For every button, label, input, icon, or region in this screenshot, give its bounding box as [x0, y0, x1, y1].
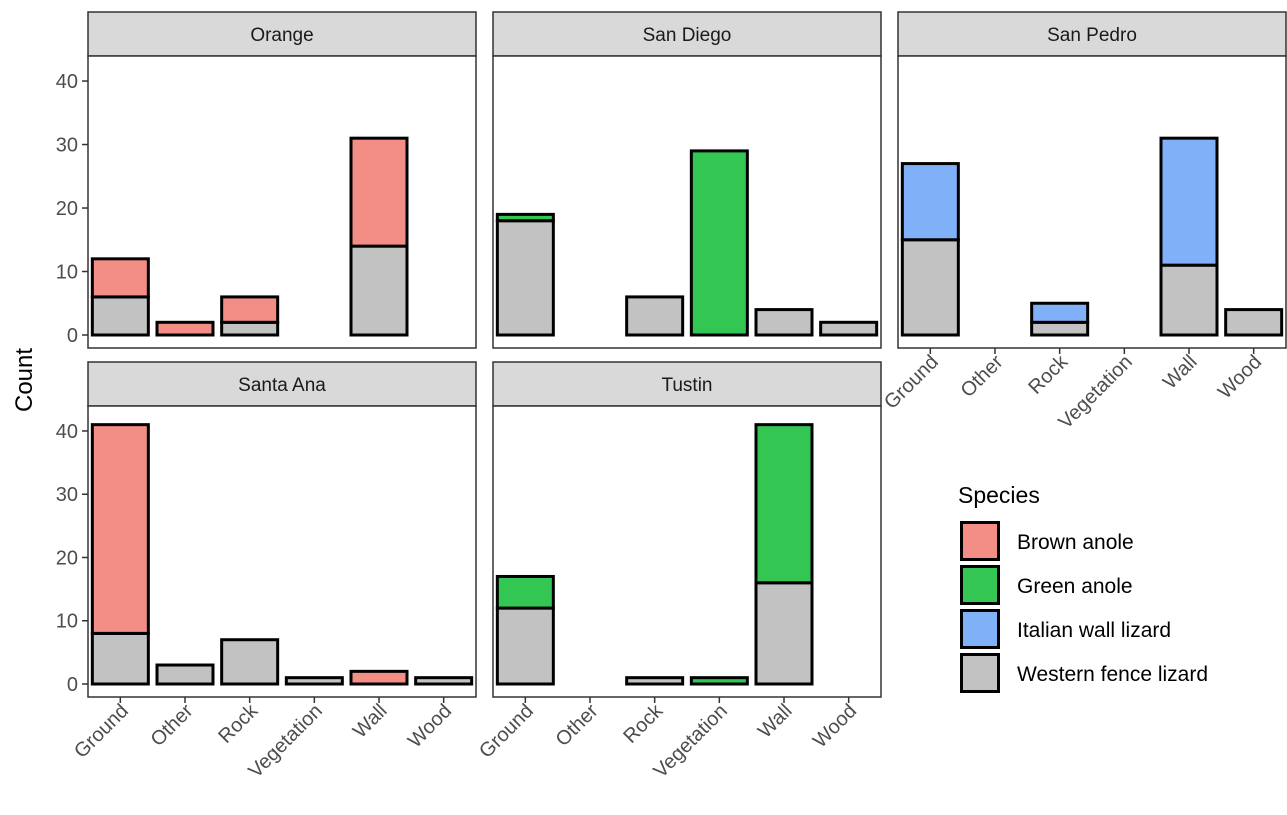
- bar-segment: [754, 423, 814, 585]
- bar-segment: [495, 219, 555, 337]
- facet-strip: [492, 11, 882, 57]
- x-tick-label: Wall: [754, 700, 797, 743]
- legend-swatch: [960, 521, 1000, 561]
- bar-segment: [90, 295, 150, 337]
- bar-segment: [284, 676, 344, 686]
- legend-label: Italian wall lizard: [1017, 619, 1171, 642]
- x-tick-label: Wood: [1214, 351, 1266, 403]
- y-tick-label: 30: [56, 135, 78, 157]
- bar-segment: [1224, 308, 1284, 337]
- legend-swatch: [960, 565, 1000, 605]
- y-axis-title: Count: [11, 348, 38, 412]
- legend-swatch: [960, 609, 1000, 649]
- bar-segment: [625, 676, 685, 686]
- bar-segment: [495, 212, 555, 223]
- legend-label: Brown anole: [1017, 531, 1134, 554]
- bar-segment: [495, 606, 555, 686]
- y-tick-label: 20: [56, 547, 78, 569]
- legend-label: Green anole: [1017, 575, 1133, 598]
- bar-segment: [90, 423, 150, 635]
- bar-segment: [220, 295, 280, 324]
- panel-border: [87, 405, 477, 698]
- bar-segment: [754, 308, 814, 337]
- bar-segment: [625, 295, 685, 337]
- y-tick-label: 0: [67, 674, 78, 696]
- legend-title: Species: [958, 482, 1040, 508]
- bar-segment: [349, 669, 409, 686]
- x-tick-label: Ground: [475, 700, 538, 763]
- facet-strip: [87, 11, 477, 57]
- legend-items: Brown anole Green anole Italian wall lizar…: [960, 521, 1208, 693]
- bar-segment: [414, 676, 474, 686]
- bar-segment: [349, 136, 409, 248]
- x-tick-label: Ground: [880, 351, 943, 414]
- panel-border: [87, 55, 477, 349]
- legend-swatch: [960, 653, 1000, 693]
- y-tick-label: 40: [56, 421, 78, 443]
- facet-title: Tustin: [661, 375, 712, 396]
- bar-segment: [900, 162, 960, 242]
- bar-segment: [1030, 320, 1090, 337]
- y-tick-label: 30: [56, 484, 78, 506]
- bar-segment: [495, 574, 555, 610]
- bar-segment: [1159, 263, 1219, 337]
- bar-segment: [754, 581, 814, 686]
- x-tick-label: Ground: [70, 700, 133, 763]
- x-tick-label: Wall: [349, 700, 392, 743]
- bar-segment: [90, 631, 150, 686]
- y-tick-label: 20: [56, 198, 78, 220]
- facet-title: Santa Ana: [238, 375, 326, 396]
- bar-segment: [819, 320, 879, 337]
- facet-title: San Diego: [643, 25, 732, 46]
- x-tick-label: Wood: [809, 700, 861, 752]
- bar-segment: [689, 676, 749, 686]
- y-tick-label: 40: [56, 71, 78, 93]
- bar-segment: [155, 320, 215, 337]
- panel-border: [492, 55, 882, 349]
- x-tick-label: Wall: [1159, 351, 1202, 394]
- bar-segment: [155, 663, 215, 686]
- facet-panel: San Diego: [492, 11, 882, 349]
- facet-title: San Pedro: [1047, 25, 1137, 46]
- y-tick-label: 0: [67, 325, 78, 347]
- bar-segment: [1159, 136, 1219, 267]
- facet-strip: [897, 11, 1287, 57]
- x-tick-label: Rock: [1024, 350, 1072, 398]
- facet-title: Orange: [250, 25, 313, 46]
- y-tick-label: 10: [56, 262, 78, 284]
- x-tick-label: Wood: [404, 700, 456, 752]
- bar-segment: [220, 638, 280, 686]
- x-tick-label: Other: [147, 700, 198, 751]
- x-tick-label: Rock: [214, 699, 262, 747]
- bar-segment: [220, 320, 280, 337]
- x-tick-label: Other: [552, 700, 603, 751]
- bar-segment: [1030, 301, 1090, 324]
- panel-border: [897, 55, 1287, 349]
- legend: Species Brown anole Green anole Italian wa…: [958, 482, 1208, 693]
- bar-segment: [689, 149, 749, 337]
- bar-segment: [900, 238, 960, 337]
- x-tick-label: Other: [957, 351, 1008, 402]
- bar-segment: [90, 257, 150, 299]
- facet-strip: [492, 361, 882, 407]
- bar-segment: [349, 244, 409, 337]
- panel-border: [492, 405, 882, 698]
- y-tick-label: 10: [56, 611, 78, 633]
- legend-label: Western fence lizard: [1017, 663, 1208, 686]
- x-tick-label: Rock: [619, 699, 667, 747]
- facet-panel: Orange 0 10 20 30 40: [56, 11, 477, 349]
